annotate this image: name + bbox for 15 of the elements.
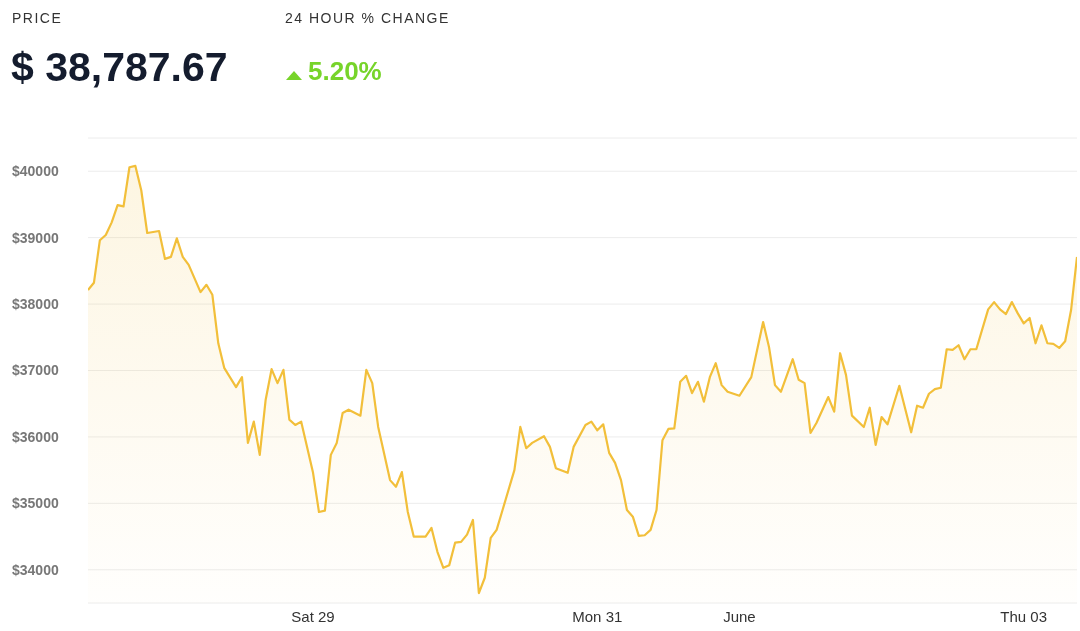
y-tick-label: $34000 <box>12 561 59 578</box>
x-tick-label: Sat 29 <box>291 607 335 625</box>
text: $ 38,787.67 <box>11 44 228 91</box>
text: 5.20% <box>308 56 382 87</box>
y-tick-label: $38000 <box>12 296 59 313</box>
text: 24 HOUR % CHANGE <box>285 10 450 26</box>
y-tick-label: $36000 <box>12 428 59 445</box>
y-tick-label: $35000 <box>12 495 59 512</box>
y-tick-label: $37000 <box>12 362 59 379</box>
x-tick-label: Mon 31 <box>572 607 623 625</box>
x-tick-label: Thu 03 <box>1000 607 1048 625</box>
y-tick-label: $39000 <box>12 229 59 246</box>
x-tick-label: June <box>723 607 756 625</box>
text: PRICE <box>12 10 63 26</box>
y-tick-label: $40000 <box>12 163 59 180</box>
